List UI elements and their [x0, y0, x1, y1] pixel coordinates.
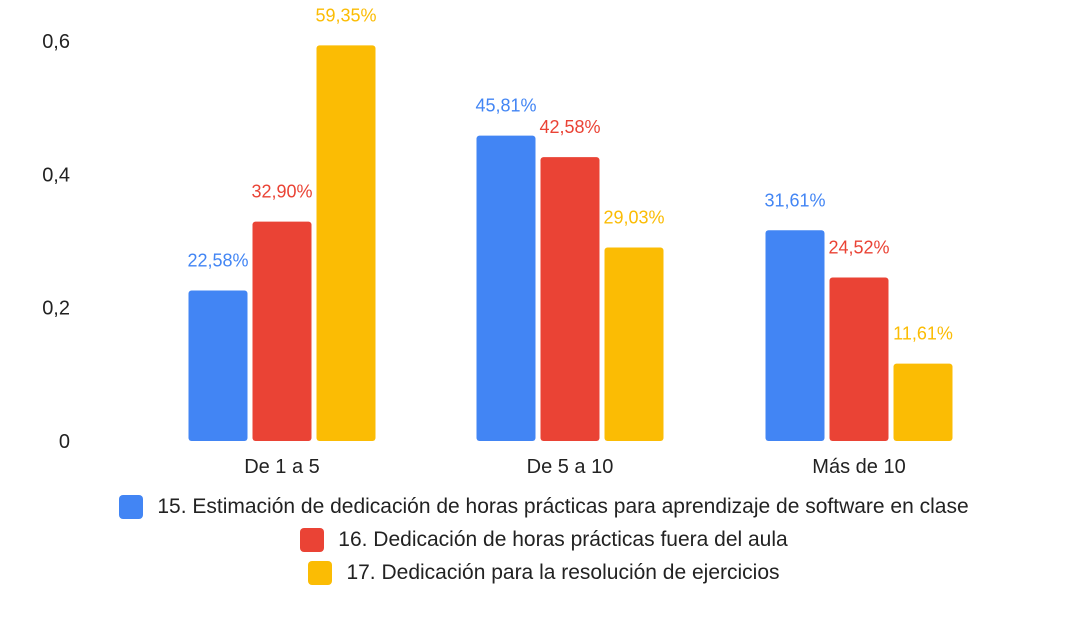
bar [188, 290, 248, 441]
data-label: 59,35% [315, 5, 376, 25]
legend-label: 16. Dedicación de horas prácticas fuera … [338, 527, 788, 551]
bar [476, 135, 536, 441]
data-label: 32,90% [251, 182, 312, 202]
bar [829, 277, 889, 441]
bar [316, 45, 376, 441]
legend-swatch [300, 527, 325, 552]
bar [604, 247, 664, 441]
x-category-label: Más de 10 [812, 456, 905, 478]
legend-item: 15. Estimación de dedicación de horas pr… [0, 490, 1088, 523]
data-label: 31,61% [764, 190, 825, 210]
bar [765, 230, 825, 441]
chart-legend: 15. Estimación de dedicación de horas pr… [0, 490, 1088, 589]
y-tick-label: 0 [59, 431, 70, 453]
legend-item: 16. Dedicación de horas prácticas fuera … [0, 523, 1088, 556]
data-label: 24,52% [828, 238, 889, 258]
y-tick-label: 0,4 [42, 164, 70, 186]
data-label: 42,58% [539, 117, 600, 137]
bar [893, 363, 953, 441]
x-category-label: De 1 a 5 [244, 456, 320, 478]
legend-swatch [119, 494, 144, 519]
data-label: 45,81% [475, 96, 536, 116]
data-label: 11,61% [893, 324, 953, 344]
bar [252, 221, 312, 441]
data-label: 22,58% [187, 250, 248, 270]
legend-label: 17. Dedicación para la resolución de eje… [346, 560, 780, 584]
legend-item: 17. Dedicación para la resolución de eje… [0, 556, 1088, 589]
legend-label: 15. Estimación de dedicación de horas pr… [157, 494, 969, 518]
bar-chart: 0 0,2 0,4 0,6 22,58% 32,90% 59,35% De 1 a 5 45,8… [42, 3, 955, 478]
bar [540, 157, 600, 441]
y-tick-label: 0,6 [42, 31, 70, 53]
legend-swatch [308, 560, 333, 585]
y-tick-label: 0,2 [42, 298, 70, 320]
data-label: 29,03% [603, 207, 664, 227]
x-category-label: De 5 a 10 [527, 456, 614, 478]
